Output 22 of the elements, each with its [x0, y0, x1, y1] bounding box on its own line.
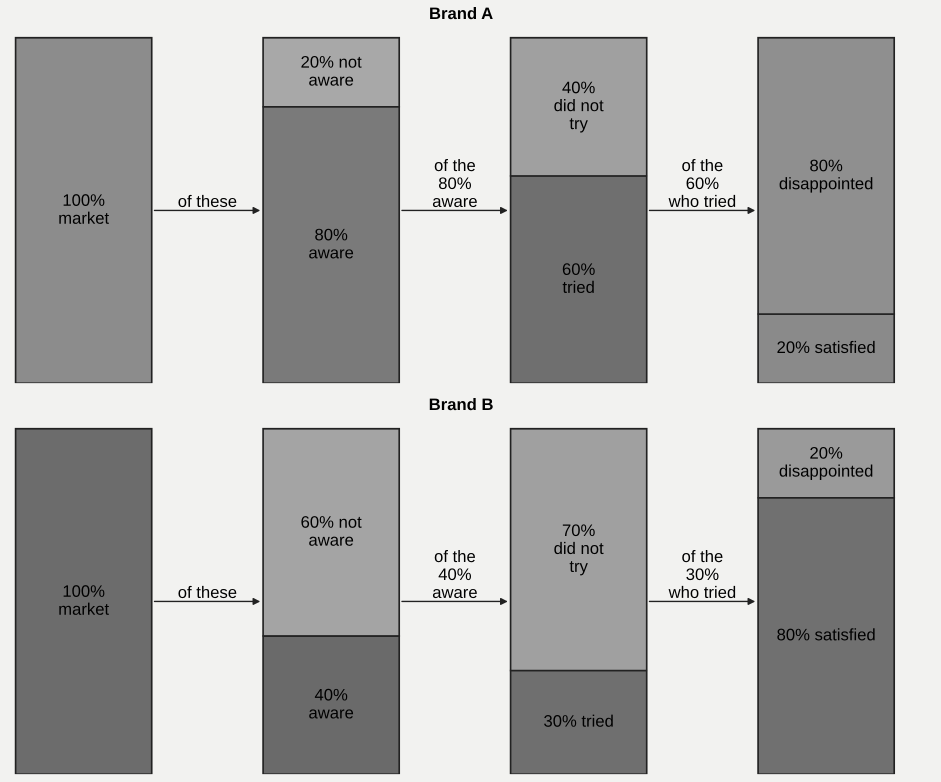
chart-title: Brand B: [430, 398, 493, 410]
data-label: 20% disappointed: [780, 446, 872, 480]
data-label: 80% disappointed: [780, 160, 872, 193]
data-label: 70% did not try: [554, 524, 604, 576]
data-label: 30% tried: [544, 714, 613, 727]
data-label: 80% satisfied: [777, 628, 875, 640]
annotation: of the 80% aware: [432, 158, 477, 208]
data-label: 40% aware: [309, 688, 354, 719]
data-label: 100% market: [59, 585, 110, 615]
data-label: 100% market: [59, 194, 110, 224]
data-label: 60% not aware: [301, 516, 362, 546]
annotation: of the 40% aware: [432, 550, 477, 598]
annotation: of these: [178, 194, 236, 208]
chart-title: Brand A: [430, 6, 493, 20]
annotation: of these: [178, 586, 236, 598]
annotation: of the 30% who tried: [668, 550, 736, 598]
annotation: of the 60% who tried: [668, 158, 736, 208]
data-label: 60% tried: [562, 263, 595, 293]
data-label: 40% did not try: [554, 82, 604, 133]
data-label: 20% not aware: [301, 56, 362, 86]
data-label: 20% satisfied: [777, 340, 875, 354]
data-label: 80% aware: [309, 228, 354, 258]
